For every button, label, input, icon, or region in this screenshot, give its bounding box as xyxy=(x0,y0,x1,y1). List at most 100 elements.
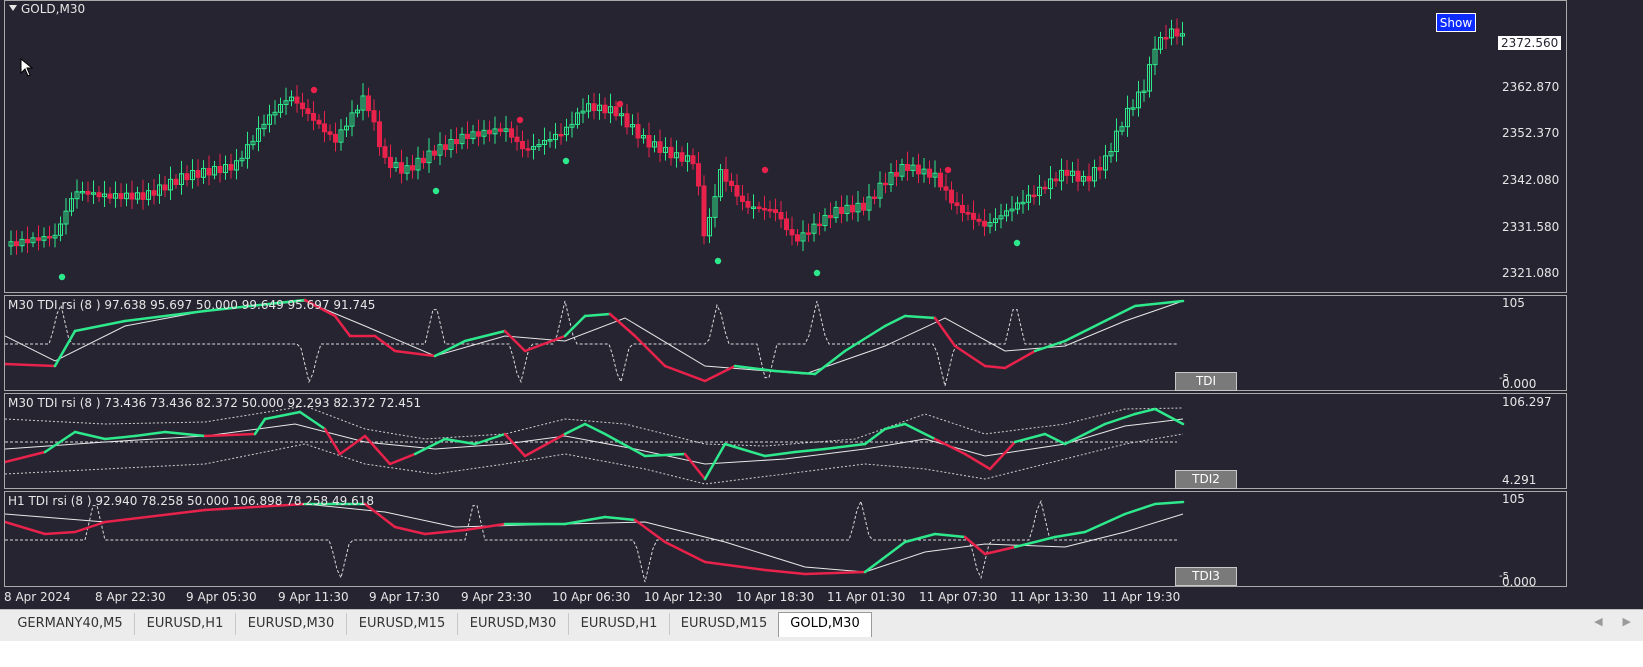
candle xyxy=(756,206,762,209)
candle xyxy=(124,192,129,200)
candle xyxy=(938,172,943,188)
tdi3-button[interactable]: TDI3 xyxy=(1175,567,1237,586)
rsi-price-line xyxy=(323,427,342,456)
sell-signal-icon xyxy=(944,166,952,174)
tdi2-button[interactable]: TDI2 xyxy=(1175,470,1237,489)
rsi-price-line xyxy=(1013,535,1057,549)
rsi-price-line xyxy=(803,570,867,576)
tab-germany40-m5[interactable]: GERMANY40,M5 xyxy=(6,613,135,635)
candle xyxy=(536,143,542,148)
tdi-button[interactable]: TDI xyxy=(1175,372,1237,391)
time-label: 11 Apr 01:30 xyxy=(827,590,906,604)
candle xyxy=(1158,36,1163,50)
rsi-price-line xyxy=(203,432,257,438)
tab-eurusd-m15[interactable]: EURUSD,M15 xyxy=(347,613,458,635)
candle xyxy=(558,133,564,137)
sell-signal-icon xyxy=(761,166,769,174)
rsi-price-line xyxy=(663,364,707,383)
tab-eurusd-h1-2[interactable]: EURUSD,H1 xyxy=(569,613,670,635)
scroll-left-icon[interactable]: ◀ xyxy=(1594,615,1603,628)
symbol-title-text: GOLD,M30 xyxy=(21,2,86,16)
candle xyxy=(448,138,454,150)
scale-bottom-zero: 0.000 xyxy=(1502,377,1537,391)
rsi-price-line xyxy=(53,329,77,368)
rsi-price-line xyxy=(303,298,337,318)
rsi-price-line xyxy=(253,417,267,436)
candle xyxy=(1169,28,1174,39)
candle xyxy=(899,163,905,177)
scale-top: 105 xyxy=(1502,492,1525,506)
indicator-pane-tdi[interactable]: M30 TDI rsi (8 ) 97.638 95.697 50.000 99… xyxy=(4,295,1567,391)
rsi-price-line xyxy=(338,434,367,456)
rsi-price-line xyxy=(363,434,392,466)
candle xyxy=(668,146,674,159)
rsi-price-line xyxy=(133,430,167,438)
candle xyxy=(927,168,932,178)
time-label: 9 Apr 05:30 xyxy=(186,590,257,604)
symbol-title[interactable]: GOLD,M30 xyxy=(9,2,85,16)
tab-eurusd-h1[interactable]: EURUSD,H1 xyxy=(135,613,236,635)
candle xyxy=(982,220,987,227)
candle xyxy=(96,192,102,198)
sell-signal-icon xyxy=(310,86,318,94)
rsi-price-line xyxy=(363,502,397,529)
rsi-price-line xyxy=(43,530,77,536)
candle xyxy=(1108,150,1114,157)
trade-signal-line xyxy=(5,503,1184,573)
candle xyxy=(459,133,465,145)
chart-area[interactable]: GOLD,M30 Show 2372.560 2362.870 2352.370… xyxy=(0,0,1643,640)
tab-eurusd-m30[interactable]: EURUSD,M30 xyxy=(236,613,347,635)
candle xyxy=(1141,90,1147,94)
candle xyxy=(256,128,261,142)
rsi-price-line xyxy=(883,422,907,431)
candle xyxy=(663,146,668,153)
candle xyxy=(74,191,80,200)
candle xyxy=(608,106,613,114)
candle xyxy=(817,223,822,227)
rsi-price-line xyxy=(733,364,777,373)
candle xyxy=(778,212,784,220)
scroll-right-icon[interactable]: ▶ xyxy=(1622,615,1631,628)
tab-eurusd-m30-2[interactable]: EURUSD,M30 xyxy=(458,613,569,635)
rsi-price-line xyxy=(203,502,307,512)
rsi-price-line xyxy=(1083,512,1127,534)
rsi-price-line xyxy=(983,364,1007,370)
candle xyxy=(921,168,927,175)
candle xyxy=(800,232,806,242)
tab-gold-m30[interactable]: GOLD,M30 xyxy=(778,612,872,637)
candle xyxy=(102,193,107,198)
collapse-triangle-icon[interactable] xyxy=(9,5,17,11)
tab-eurusd-m15-2[interactable]: EURUSD,M15 xyxy=(670,613,779,635)
candle xyxy=(773,209,778,214)
rsi-price-line xyxy=(883,314,907,328)
rsi-price-line xyxy=(563,515,607,526)
candle xyxy=(1103,155,1108,171)
candle xyxy=(784,218,789,231)
candle xyxy=(1125,107,1130,128)
candle xyxy=(630,124,635,128)
candle xyxy=(426,150,432,164)
rsi-price-line xyxy=(963,535,987,556)
candle xyxy=(454,138,459,145)
candle xyxy=(833,206,839,219)
candle xyxy=(624,113,630,128)
candle xyxy=(228,164,234,171)
sell-signal-icon xyxy=(616,100,624,108)
candle xyxy=(239,157,245,162)
candle xyxy=(855,202,861,213)
scale-bottom: -5 xyxy=(1499,373,1509,384)
rsi-price-line xyxy=(1133,299,1185,308)
rsi-price-line xyxy=(963,452,992,471)
indicator-pane-tdi3[interactable]: H1 TDI rsi (8 ) 92.940 78.258 50.000 106… xyxy=(4,491,1567,587)
volatility-band xyxy=(5,433,1184,485)
show-button[interactable]: Show xyxy=(1436,13,1476,32)
candle xyxy=(965,212,971,215)
indicator-pane-tdi2[interactable]: M30 TDI rsi (8 ) 73.436 73.436 82.372 50… xyxy=(4,393,1567,489)
candle xyxy=(382,146,388,158)
candle xyxy=(1037,186,1042,196)
candle xyxy=(707,216,712,237)
candle xyxy=(525,148,531,151)
price-pane[interactable]: GOLD,M30 xyxy=(4,0,1567,293)
candle xyxy=(437,144,443,156)
price-level: 2352.370 xyxy=(1502,126,1560,140)
